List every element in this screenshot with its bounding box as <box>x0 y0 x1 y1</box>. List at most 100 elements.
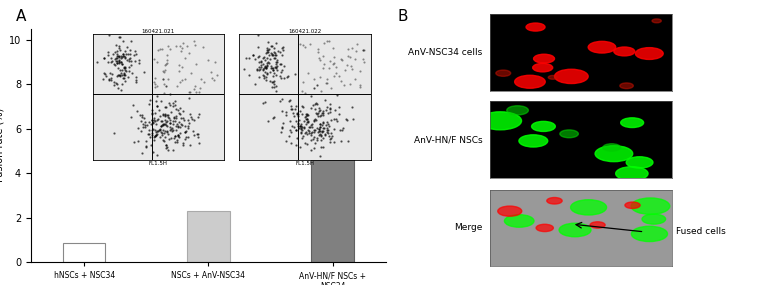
Point <box>321 121 334 126</box>
Point <box>158 81 171 86</box>
Point <box>148 85 161 89</box>
Point <box>110 81 122 86</box>
Point <box>317 120 329 124</box>
Point <box>317 123 329 128</box>
Point <box>159 105 171 110</box>
Point <box>168 119 181 123</box>
Point <box>278 76 290 80</box>
Point <box>300 112 313 117</box>
Point <box>276 97 288 101</box>
Circle shape <box>498 206 522 216</box>
Point <box>143 127 155 132</box>
Point <box>256 59 268 63</box>
Point <box>317 54 329 58</box>
Point <box>191 115 204 120</box>
Point <box>157 76 169 81</box>
Point <box>275 62 287 66</box>
Point <box>187 129 199 133</box>
Point <box>117 52 129 57</box>
Point <box>261 64 273 68</box>
Point <box>124 48 137 52</box>
Point <box>313 109 325 113</box>
Text: AnV-NSC34 cells: AnV-NSC34 cells <box>408 48 482 57</box>
Point <box>314 144 327 149</box>
Point <box>246 53 259 58</box>
Point <box>307 86 320 90</box>
Point <box>324 117 337 122</box>
Point <box>261 49 273 54</box>
Point <box>268 81 280 86</box>
Point <box>193 141 205 145</box>
Point <box>299 44 311 49</box>
Point <box>116 73 128 78</box>
Point <box>295 131 307 135</box>
Point <box>313 114 326 119</box>
Point <box>340 117 353 122</box>
Point <box>118 65 130 70</box>
Point <box>293 125 305 130</box>
Circle shape <box>479 112 522 130</box>
Point <box>259 99 271 104</box>
Point <box>111 86 124 90</box>
Point <box>285 141 297 145</box>
Point <box>146 133 158 138</box>
Point <box>98 56 110 61</box>
Point <box>124 63 137 68</box>
Point <box>179 130 191 134</box>
Point <box>320 123 333 127</box>
Point <box>255 60 267 64</box>
Point <box>313 122 326 127</box>
Point <box>256 62 269 66</box>
Point <box>164 103 177 108</box>
Point <box>267 74 279 78</box>
Point <box>139 123 151 128</box>
Point <box>296 80 309 85</box>
Point <box>113 44 125 48</box>
X-axis label: FL1.5H: FL1.5H <box>296 161 314 166</box>
Circle shape <box>547 198 562 204</box>
Point <box>306 122 318 126</box>
Point <box>115 71 127 75</box>
Point <box>172 123 185 128</box>
Circle shape <box>588 41 616 53</box>
Point <box>146 112 158 116</box>
Circle shape <box>548 76 557 79</box>
Point <box>158 62 171 67</box>
Point <box>160 143 172 148</box>
Point <box>117 75 130 80</box>
Point <box>161 113 174 117</box>
Point <box>161 129 173 134</box>
Point <box>309 127 321 132</box>
Point <box>109 57 121 61</box>
Point <box>252 45 264 50</box>
Point <box>328 55 340 60</box>
Point <box>190 62 202 66</box>
Point <box>274 49 286 54</box>
Point <box>192 135 205 139</box>
Point <box>314 125 327 129</box>
Point <box>110 59 123 63</box>
Point <box>91 60 103 64</box>
Point <box>259 64 272 68</box>
Point <box>172 119 185 124</box>
Point <box>292 114 304 118</box>
Point <box>151 94 163 98</box>
Point <box>307 135 320 139</box>
Point <box>313 58 326 63</box>
Point <box>160 143 172 148</box>
Point <box>306 103 319 108</box>
Point <box>150 133 162 137</box>
Point <box>177 142 189 147</box>
Point <box>134 113 146 117</box>
Point <box>302 112 314 117</box>
Point <box>314 122 327 126</box>
Point <box>175 49 188 53</box>
Point <box>102 52 114 57</box>
Point <box>290 107 302 111</box>
Point <box>329 108 341 113</box>
Point <box>280 139 293 143</box>
Point <box>122 51 134 56</box>
Point <box>181 118 194 123</box>
Point <box>168 136 181 140</box>
Point <box>176 123 188 127</box>
